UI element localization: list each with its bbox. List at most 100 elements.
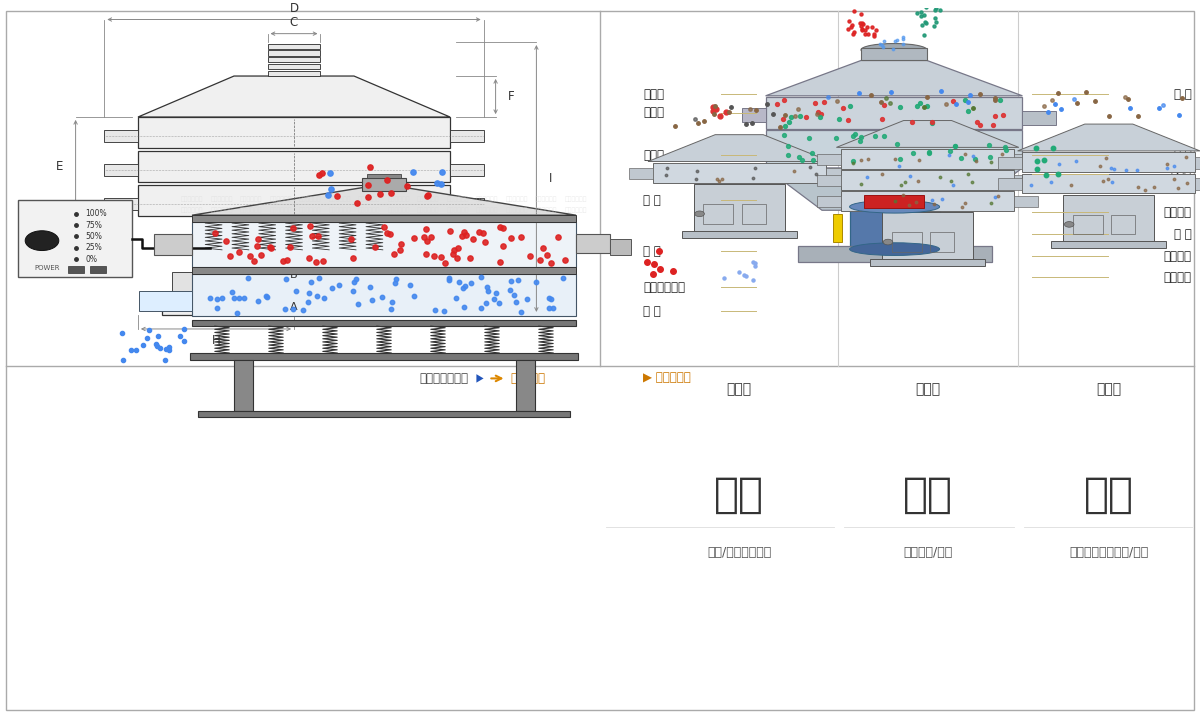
Text: 超声波振动筛: 超声波振动筛 xyxy=(476,208,499,213)
Bar xyxy=(817,175,841,186)
Bar xyxy=(998,157,1022,169)
Bar xyxy=(1014,154,1038,165)
Text: A: A xyxy=(290,302,298,312)
Text: 超声波振动筛: 超声波振动筛 xyxy=(269,196,292,202)
Text: 50%: 50% xyxy=(85,232,102,241)
Text: 0%: 0% xyxy=(85,254,97,263)
Text: 过滤: 过滤 xyxy=(902,474,953,516)
Circle shape xyxy=(25,231,59,251)
Bar xyxy=(864,196,924,208)
Text: 除杂: 除杂 xyxy=(1084,474,1134,516)
Bar xyxy=(268,71,320,76)
Text: 进料口: 进料口 xyxy=(643,88,665,101)
Bar xyxy=(653,163,826,183)
Text: ▶ 结构示意图: ▶ 结构示意图 xyxy=(643,371,691,383)
Bar xyxy=(18,200,132,277)
Bar xyxy=(139,291,192,311)
Bar xyxy=(104,130,138,142)
Bar xyxy=(841,191,1014,211)
Bar xyxy=(104,164,138,176)
Bar xyxy=(200,250,386,299)
Bar xyxy=(190,353,578,360)
Polygon shape xyxy=(766,61,1022,96)
Bar xyxy=(68,266,84,273)
Text: 超声波振动筛: 超声波振动筛 xyxy=(181,208,203,213)
Text: 去除异物/结块: 去除异物/结块 xyxy=(902,546,953,559)
Bar xyxy=(817,196,841,208)
Bar xyxy=(892,232,922,252)
Bar xyxy=(1022,174,1195,193)
Bar xyxy=(1195,178,1200,190)
Polygon shape xyxy=(138,76,450,117)
Bar xyxy=(386,272,415,299)
Polygon shape xyxy=(766,168,1022,210)
Bar xyxy=(1111,214,1135,234)
Text: 防尘盖: 防尘盖 xyxy=(643,106,665,119)
Text: 分级: 分级 xyxy=(714,474,764,516)
Bar xyxy=(742,204,766,223)
Bar xyxy=(766,131,1022,164)
Text: 外形尺寸示意图: 外形尺寸示意图 xyxy=(419,372,468,385)
Bar xyxy=(998,178,1022,190)
Polygon shape xyxy=(648,135,830,161)
Text: 超声波振动筛: 超声波振动筛 xyxy=(210,196,233,202)
Polygon shape xyxy=(836,121,1019,147)
Text: 加重块: 加重块 xyxy=(1171,168,1192,181)
Text: 弹 簧: 弹 簧 xyxy=(643,245,661,258)
Bar xyxy=(192,221,576,268)
Bar xyxy=(850,207,940,249)
Bar xyxy=(766,96,1022,129)
Bar xyxy=(826,168,850,179)
Bar xyxy=(870,259,985,266)
Text: 超声波振动筛: 超声波振动筛 xyxy=(418,208,439,213)
Text: B: B xyxy=(290,270,298,280)
Bar xyxy=(742,108,766,122)
Text: 超声波振动筛: 超声波振动筛 xyxy=(240,196,263,202)
Text: 三层式: 三层式 xyxy=(916,382,940,396)
Text: 上部重锤: 上部重锤 xyxy=(1164,206,1192,219)
Bar xyxy=(1195,157,1200,169)
Bar xyxy=(268,50,320,56)
Text: 超声波振动筛: 超声波振动筛 xyxy=(476,196,499,202)
Polygon shape xyxy=(476,374,484,383)
Bar xyxy=(154,233,192,255)
Bar xyxy=(841,170,1014,190)
Text: 超声波振动筛: 超声波振动筛 xyxy=(181,196,203,202)
Bar xyxy=(268,44,320,49)
Text: 超声波振动筛: 超声波振动筛 xyxy=(388,196,410,202)
Bar xyxy=(817,154,841,165)
Bar xyxy=(367,174,401,178)
Text: 单层式: 单层式 xyxy=(727,382,751,396)
Bar xyxy=(833,213,842,242)
Text: 超声波振动筛: 超声波振动筛 xyxy=(446,208,469,213)
Text: 颗粒/粉末准确分级: 颗粒/粉末准确分级 xyxy=(707,546,772,559)
Bar xyxy=(450,164,484,176)
Text: 超声波振动筛: 超声波振动筛 xyxy=(418,196,439,202)
Text: H: H xyxy=(211,334,221,347)
Bar xyxy=(138,185,450,216)
Text: 超声波振动筛: 超声波振动筛 xyxy=(565,196,587,202)
Bar xyxy=(172,272,200,299)
Bar xyxy=(694,184,785,232)
Text: E: E xyxy=(56,160,64,173)
Text: 出料口: 出料口 xyxy=(643,149,665,161)
Bar xyxy=(192,274,576,316)
Circle shape xyxy=(695,211,704,216)
Bar xyxy=(576,233,610,253)
Text: 超声波振动筛: 超声波振动筛 xyxy=(240,208,263,213)
Text: 束 环: 束 环 xyxy=(643,194,661,207)
Bar xyxy=(703,204,733,223)
Text: D: D xyxy=(289,1,299,14)
Text: 75%: 75% xyxy=(85,221,102,230)
Text: C: C xyxy=(290,16,298,29)
Bar xyxy=(1063,195,1154,243)
Text: 去除液体中的颗粒/异物: 去除液体中的颗粒/异物 xyxy=(1069,546,1148,559)
Bar xyxy=(798,246,992,262)
Text: I: I xyxy=(548,172,552,185)
Bar xyxy=(1022,111,1056,126)
Bar xyxy=(450,198,484,210)
Text: 振动电机: 振动电机 xyxy=(1164,250,1192,263)
Ellipse shape xyxy=(862,44,928,56)
Bar xyxy=(1073,214,1103,234)
Bar xyxy=(192,215,576,221)
